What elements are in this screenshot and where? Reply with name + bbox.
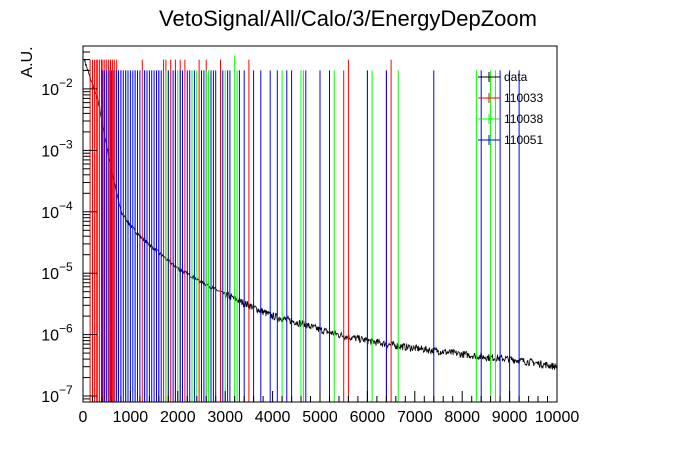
- x-tick-label: 10000: [535, 409, 580, 426]
- x-tick-label: 9000: [492, 409, 528, 426]
- y-axis-label: A.U.: [19, 46, 36, 77]
- legend-entry-data: data: [504, 70, 528, 84]
- series-data-point: [532, 362, 534, 364]
- series-data-point: [461, 353, 463, 355]
- legend: data 110033 110038 110051: [478, 70, 543, 147]
- y-tick-exponent: −6: [59, 322, 73, 336]
- x-tick-label: 6000: [350, 409, 386, 426]
- y-tick-label: 10: [41, 82, 59, 99]
- series-data-point: [414, 347, 416, 349]
- y-tick-label: 10: [41, 266, 59, 283]
- series-data-point: [437, 350, 440, 352]
- legend-entry-110033: 110033: [504, 91, 543, 105]
- legend-entry-110038: 110038: [504, 112, 543, 126]
- series-data-point: [85, 63, 87, 66]
- x-tick-label: 3000: [207, 409, 243, 426]
- x-tick-label: 2000: [160, 409, 196, 426]
- plot-area: [83, 55, 558, 402]
- y-tick-label: 10: [41, 389, 59, 406]
- series-data-point: [295, 321, 297, 323]
- x-tick-label: 4000: [255, 409, 291, 426]
- axes: 0 1000 2000 3000 4000 5000 6000 7000 8000 9000 100…: [41, 45, 580, 426]
- y-tick-exponent: −7: [59, 383, 73, 397]
- y-tick-label: 10: [41, 143, 59, 160]
- y-tick-exponent: −2: [59, 76, 73, 90]
- series-data-point: [272, 315, 274, 317]
- x-tick-label: 1000: [113, 409, 149, 426]
- y-tick-exponent: −5: [59, 260, 73, 274]
- legend-entry-110051: 110051: [504, 133, 543, 147]
- y-tick-exponent: −4: [59, 199, 73, 213]
- chart-title: VetoSignal/All/Calo/3/EnergyDepZoom: [159, 6, 537, 31]
- series-data-point: [485, 356, 487, 358]
- x-tick-label: 5000: [302, 409, 338, 426]
- y-tick-label: 10: [41, 328, 59, 345]
- y-tick-exponent: −3: [59, 137, 73, 151]
- x-tick-label: 8000: [444, 409, 480, 426]
- x-tick-label: 0: [79, 409, 88, 426]
- y-tick-label: 10: [41, 205, 59, 222]
- x-tick-label: 7000: [397, 409, 433, 426]
